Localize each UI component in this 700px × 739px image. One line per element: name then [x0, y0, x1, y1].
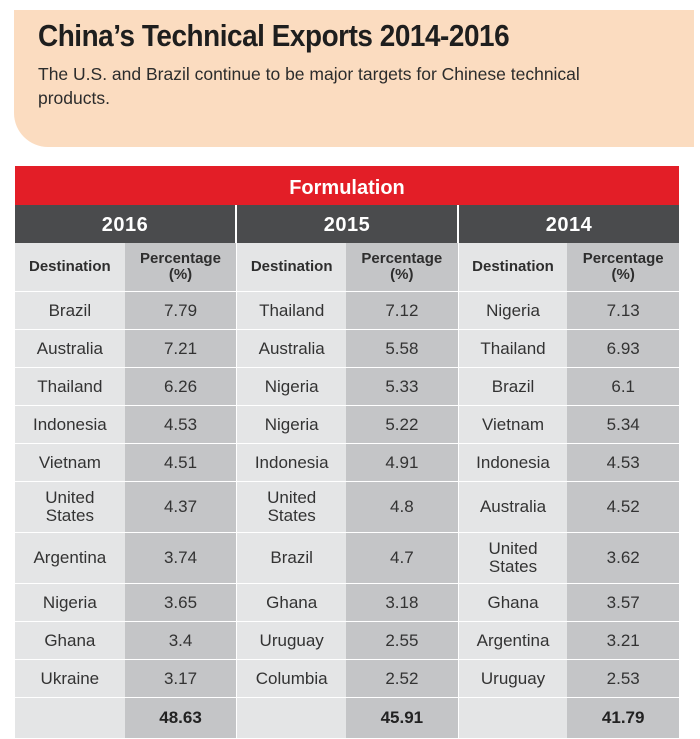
percentage-cell: 2.53 [567, 660, 680, 697]
percentage-cell: 3.21 [567, 622, 680, 659]
table-row: United States 4.37 United States 4.8 Austral… [15, 482, 680, 533]
percentage-cell: 6.26 [124, 368, 237, 405]
column-header-percentage: Percentage (%) [567, 243, 680, 291]
percentage-cell: 4.52 [567, 482, 680, 532]
table-row: Indonesia 4.53 Nigeria 5.22 Vietnam 5.34 [15, 406, 680, 444]
destination-cell: Thailand [457, 330, 568, 367]
percentage-cell: 7.79 [124, 292, 237, 329]
destination-cell: Australia [236, 330, 347, 367]
percentage-cell: 7.21 [124, 330, 237, 367]
total-percentage-cell: 45.91 [346, 698, 458, 738]
table-banner: Formulation [15, 166, 679, 205]
percentage-cell: 5.22 [346, 406, 458, 443]
destination-cell: Ghana [236, 584, 347, 621]
destination-cell: Nigeria [457, 292, 568, 329]
destination-cell: Indonesia [15, 406, 125, 443]
destination-cell: Indonesia [236, 444, 347, 481]
destination-cell: United States [457, 533, 568, 583]
table-row: Thailand 6.26 Nigeria 5.33 Brazil 6.1 [15, 368, 680, 406]
percentage-cell: 7.12 [346, 292, 458, 329]
percentage-cell: 4.8 [346, 482, 458, 532]
percentage-cell: 4.7 [346, 533, 458, 583]
destination-cell: Indonesia [457, 444, 568, 481]
percentage-cell: 3.62 [567, 533, 680, 583]
table-row: Nigeria 3.65 Ghana 3.18 Ghana 3.57 [15, 584, 680, 622]
totals-row: 48.63 45.91 41.79 [15, 698, 680, 739]
destination-cell: Nigeria [236, 368, 347, 405]
destination-cell: Ghana [457, 584, 568, 621]
header-panel [14, 10, 694, 147]
destination-cell: United States [15, 482, 125, 532]
percentage-cell: 5.34 [567, 406, 680, 443]
column-header-percentage: Percentage (%) [124, 243, 237, 291]
destination-cell: United States [236, 482, 347, 532]
year-header: 2015 [235, 205, 457, 243]
destination-cell: Argentina [457, 622, 568, 659]
year-header: 2014 [457, 205, 679, 243]
table-row: Brazil 7.79 Thailand 7.12 Nigeria 7.13 [15, 292, 680, 330]
table-body: Destination Percentage (%) Destination Perc… [15, 243, 680, 739]
totals-blank-cell [236, 698, 347, 738]
column-header-row: Destination Percentage (%) Destination Perc… [15, 243, 680, 292]
percentage-cell: 3.18 [346, 584, 458, 621]
destination-cell: Ghana [15, 622, 125, 659]
percentage-cell: 4.37 [124, 482, 237, 532]
percentage-cell: 3.74 [124, 533, 237, 583]
column-header-destination: Destination [15, 243, 125, 291]
percentage-cell: 3.65 [124, 584, 237, 621]
destination-cell: Australia [15, 330, 125, 367]
column-header-destination: Destination [457, 243, 568, 291]
table-row: Ukraine 3.17 Columbia 2.52 Uruguay 2.53 [15, 660, 680, 698]
percentage-cell: 4.53 [567, 444, 680, 481]
totals-blank-cell [457, 698, 568, 738]
page-title: China’s Technical Exports 2014-2016 [38, 18, 510, 53]
destination-cell: Australia [457, 482, 568, 532]
exports-table: Formulation 2016 2015 2014 Destination Pe… [15, 166, 680, 739]
table-row: Vietnam 4.51 Indonesia 4.91 Indonesia 4.53 [15, 444, 680, 482]
percentage-cell: 3.57 [567, 584, 680, 621]
column-header-destination: Destination [236, 243, 346, 291]
column-header-percentage: Percentage (%) [346, 243, 458, 291]
percentage-cell: 3.17 [124, 660, 237, 697]
percentage-cell: 6.1 [567, 368, 680, 405]
destination-cell: Thailand [15, 368, 125, 405]
percentage-cell: 2.52 [346, 660, 458, 697]
percentage-cell: 5.58 [346, 330, 458, 367]
page-subtitle: The U.S. and Brazil continue to be major… [38, 64, 580, 108]
destination-cell: Nigeria [15, 584, 125, 621]
table-row: Ghana 3.4 Uruguay 2.55 Argentina 3.21 [15, 622, 680, 660]
percentage-cell: 4.51 [124, 444, 237, 481]
destination-cell: Ukraine [15, 660, 125, 697]
destination-cell: Vietnam [15, 444, 125, 481]
total-percentage-cell: 48.63 [124, 698, 237, 738]
destination-cell: Brazil [236, 533, 347, 583]
destination-cell: Brazil [15, 292, 125, 329]
destination-cell: Brazil [457, 368, 568, 405]
percentage-cell: 7.13 [567, 292, 680, 329]
destination-cell: Uruguay [236, 622, 347, 659]
destination-cell: Columbia [236, 660, 347, 697]
year-header: 2016 [15, 205, 235, 243]
totals-blank-cell [15, 698, 125, 738]
percentage-cell: 4.91 [346, 444, 458, 481]
destination-cell: Thailand [236, 292, 347, 329]
destination-cell: Nigeria [236, 406, 347, 443]
total-percentage-cell: 41.79 [567, 698, 680, 738]
destination-cell: Vietnam [457, 406, 568, 443]
table-row: Argentina 3.74 Brazil 4.7 United States 3.62 [15, 533, 680, 584]
percentage-cell: 4.53 [124, 406, 237, 443]
percentage-cell: 3.4 [124, 622, 237, 659]
table-row: Australia 7.21 Australia 5.58 Thailand 6.93 [15, 330, 680, 368]
year-header-row: 2016 2015 2014 [15, 205, 679, 243]
destination-cell: Argentina [15, 533, 125, 583]
percentage-cell: 6.93 [567, 330, 680, 367]
destination-cell: Uruguay [457, 660, 568, 697]
percentage-cell: 5.33 [346, 368, 458, 405]
percentage-cell: 2.55 [346, 622, 458, 659]
